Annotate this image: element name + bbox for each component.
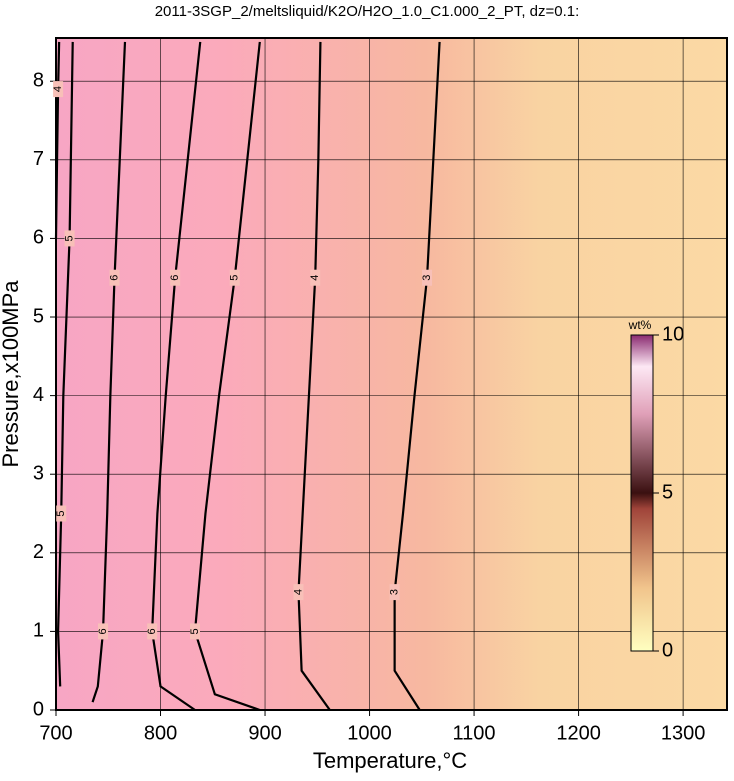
contour-label: 4 [292, 589, 304, 595]
contour-label: 6 [146, 628, 158, 634]
contour-label-bg [64, 230, 75, 247]
plot-frame [55, 37, 728, 711]
contour-label-bg [229, 269, 240, 286]
colorbar-tick-label: 0 [662, 639, 673, 661]
y-tick-label: 6 [33, 227, 44, 249]
y-axis-label: Pressure,x100MPa [0, 280, 23, 468]
contour-label-bg [109, 269, 120, 286]
y-tick-label: 5 [33, 305, 44, 327]
x-axis-label: Temperature,°C [313, 748, 467, 773]
colorbar-tick-label: 10 [662, 323, 684, 345]
colorbar-label: wt% [628, 318, 652, 332]
contour-label: 6 [108, 275, 120, 281]
contour-label-bg [170, 269, 181, 286]
contour-label-bg [53, 81, 64, 98]
contour-label: 6 [169, 275, 181, 281]
contour-label-bg [98, 623, 109, 640]
y-tick-label: 0 [33, 698, 44, 720]
contour-label-bg [389, 584, 400, 601]
contour-label: 4 [309, 275, 321, 281]
y-tick-label: 8 [33, 70, 44, 92]
contour-label-bg [293, 584, 304, 601]
contour-label: 5 [55, 510, 67, 516]
y-tick-label: 4 [33, 384, 44, 406]
contour-label-bg [147, 623, 158, 640]
x-tick-label: 900 [248, 722, 281, 744]
contour-label: 6 [97, 628, 109, 634]
colorbar-tick-label: 5 [662, 481, 673, 503]
contour-line [393, 41, 441, 711]
contour-label-bg [422, 269, 433, 286]
x-tick-label: 700 [39, 722, 72, 744]
contour-line [151, 41, 202, 711]
contour-label-bg [190, 623, 201, 640]
x-tick-label: 1300 [661, 722, 706, 744]
chart-title: 2011-3SGP_2/meltsliquid/K2O/H2O_1.0_C1.0… [155, 3, 580, 20]
plot-background [56, 38, 727, 710]
y-tick-label: 7 [33, 148, 44, 170]
x-tick-label: 1200 [556, 722, 601, 744]
y-tick-label: 3 [33, 462, 44, 484]
x-tick-label: 1100 [453, 722, 496, 744]
contour-label: 5 [229, 275, 241, 281]
y-tick-label: 1 [33, 620, 44, 642]
contour-label-bg [56, 505, 67, 522]
contour-label: 5 [189, 628, 201, 634]
contour-label: 3 [389, 589, 401, 595]
x-tick-label: 1000 [347, 722, 392, 744]
contour-label: 5 [63, 235, 75, 241]
contour-line [297, 41, 331, 711]
y-tick-label: 2 [33, 541, 44, 563]
contour-label-bg [310, 269, 321, 286]
x-tick-label: 800 [144, 722, 177, 744]
contour-label: 3 [421, 275, 433, 281]
colorbar [630, 334, 654, 652]
contour-line [91, 41, 127, 703]
contour-label: 4 [52, 86, 64, 92]
contour-line [193, 41, 261, 712]
